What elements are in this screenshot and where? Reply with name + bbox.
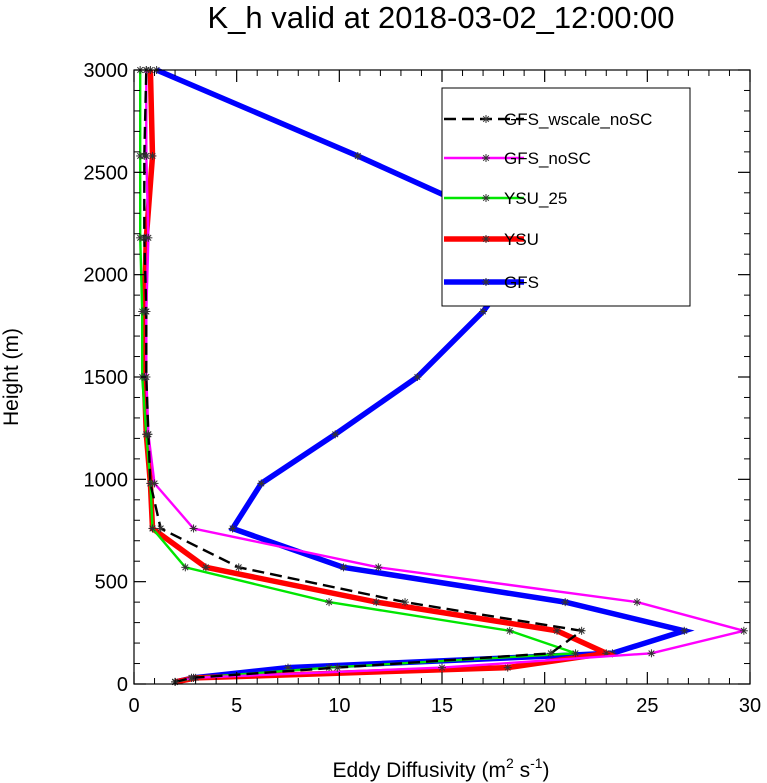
y-tick-label: 0 bbox=[117, 674, 128, 696]
x-axis-unit-exp-2: 2 bbox=[506, 755, 514, 771]
data-point-gfs-wscale-nosc bbox=[144, 430, 153, 439]
x-axis-unit-exp-minus1: -1 bbox=[530, 755, 543, 771]
data-point-gfs-nosc bbox=[647, 649, 656, 658]
legend-marker bbox=[482, 194, 490, 202]
y-tick-label: 2500 bbox=[84, 162, 129, 184]
x-axis-label: Eddy Diffusivity (m2 s-1) bbox=[332, 755, 549, 782]
data-point-gfs-wscale-nosc bbox=[146, 479, 155, 488]
x-tick-label: 30 bbox=[739, 695, 761, 717]
legend-label: GFS_noSC bbox=[504, 149, 591, 168]
legend-marker bbox=[482, 154, 490, 162]
data-point-gfs-wscale-nosc bbox=[140, 151, 149, 160]
data-point-ysu bbox=[372, 598, 381, 607]
x-tick-label: 10 bbox=[328, 695, 350, 717]
data-point-gfs-wscale-nosc bbox=[234, 563, 243, 572]
x-axis-label-text: Eddy Diffusivity bbox=[332, 759, 476, 782]
data-point-gfs bbox=[479, 307, 488, 316]
y-tick-label: 500 bbox=[95, 572, 128, 594]
x-axis-unit-s: s bbox=[514, 759, 530, 782]
data-point-gfs bbox=[228, 524, 237, 533]
data-point-ysu bbox=[201, 563, 210, 572]
legend-marker bbox=[482, 235, 490, 243]
data-point-ysu-25 bbox=[325, 598, 334, 607]
data-point-gfs bbox=[680, 626, 689, 635]
x-tick-label: 25 bbox=[636, 695, 658, 717]
data-point-gfs bbox=[257, 479, 266, 488]
y-tick-label: 2000 bbox=[84, 265, 129, 287]
legend-label: YSU_25 bbox=[504, 189, 567, 208]
y-tick-label: 3000 bbox=[84, 60, 129, 82]
data-point-gfs-wscale-nosc bbox=[142, 307, 151, 316]
legend-marker bbox=[482, 278, 490, 286]
legend-label: GFS bbox=[504, 273, 539, 292]
data-point-gfs-wscale-nosc bbox=[577, 626, 586, 635]
y-tick-label: 1500 bbox=[84, 367, 129, 389]
data-point-gfs bbox=[353, 151, 362, 160]
legend: GFS_wscale_noSC GFS_noSC YSU_25 YSU GFS bbox=[441, 87, 691, 307]
data-point-gfs bbox=[561, 598, 570, 607]
data-point-gfs-wscale-nosc bbox=[187, 673, 196, 682]
data-point-gfs-nosc bbox=[189, 524, 198, 533]
data-point-gfs-nosc bbox=[438, 663, 446, 672]
data-point-ysu-25 bbox=[571, 649, 580, 658]
data-point-gfs-nosc bbox=[374, 563, 383, 572]
data-point-gfs-nosc bbox=[739, 626, 748, 635]
data-point-gfs-wscale-nosc bbox=[156, 524, 165, 533]
legend-marker bbox=[482, 115, 490, 123]
data-point-gfs bbox=[413, 373, 422, 381]
y-axis-label: Height (m) bbox=[0, 328, 23, 426]
data-point-gfs-wscale-nosc bbox=[401, 598, 410, 607]
y-axis-ticks: 0 500 1000 1500 2000 2500 3000 bbox=[84, 60, 750, 696]
x-tick-label: 5 bbox=[231, 695, 242, 717]
data-point-gfs-wscale-nosc bbox=[546, 649, 555, 658]
data-point-ysu-25 bbox=[148, 524, 157, 533]
x-axis-unit-m: m bbox=[488, 759, 506, 782]
chart-title: K_h valid at 2018-03-02_12:00:00 bbox=[207, 0, 674, 35]
data-point-ysu bbox=[552, 626, 561, 635]
data-point-gfs-nosc bbox=[633, 598, 642, 607]
x-axis-ticks: 0 5 10 15 20 25 30 bbox=[128, 70, 761, 717]
data-point-gfs bbox=[331, 430, 340, 439]
legend-label: GFS_wscale_noSC bbox=[504, 110, 652, 129]
data-point-ysu-25 bbox=[181, 563, 190, 572]
data-point-gfs-wscale-nosc bbox=[140, 233, 149, 242]
data-point-ysu-25 bbox=[505, 626, 514, 635]
x-tick-label: 20 bbox=[534, 695, 556, 717]
data-point-gfs bbox=[339, 563, 348, 572]
y-tick-label: 1000 bbox=[84, 469, 129, 491]
x-tick-label: 0 bbox=[128, 695, 139, 717]
data-point-gfs-wscale-nosc bbox=[333, 663, 342, 672]
data-point-ysu bbox=[148, 151, 157, 160]
data-point-ysu bbox=[503, 663, 512, 672]
legend-label: YSU bbox=[504, 230, 539, 249]
x-tick-label: 15 bbox=[431, 695, 453, 717]
